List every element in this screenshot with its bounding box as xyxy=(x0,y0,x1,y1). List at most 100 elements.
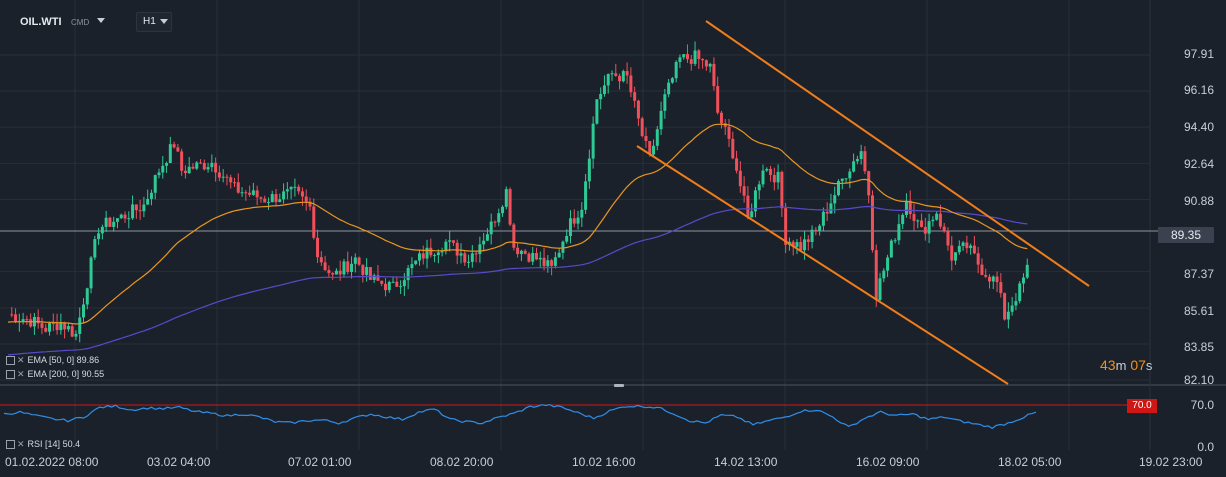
candle-body xyxy=(399,286,403,288)
ema200-legend[interactable]: ✕ EMA [200, 0] 90.55 xyxy=(6,369,104,380)
candle-body xyxy=(255,190,259,198)
candle-body xyxy=(799,242,803,251)
candle-body xyxy=(535,252,538,260)
chart-header: OIL.WTI CMD H1 xyxy=(0,0,1226,40)
current-price-tag: 89.35 xyxy=(1158,227,1214,243)
candle-body xyxy=(459,253,463,256)
close-icon[interactable]: ✕ xyxy=(17,355,25,365)
candle-body xyxy=(225,176,229,178)
candle-body xyxy=(138,210,142,212)
candle-body xyxy=(474,253,478,255)
candle-body xyxy=(131,204,135,219)
candle-body xyxy=(837,181,840,196)
time-label: 10.02 16:00 xyxy=(572,455,636,469)
candle-body xyxy=(584,181,588,210)
settings-icon[interactable] xyxy=(6,356,15,366)
candle-body xyxy=(723,123,727,127)
symbol-name[interactable]: OIL.WTI xyxy=(20,16,62,28)
candle-body xyxy=(621,71,625,82)
candle-body xyxy=(719,112,723,124)
candle-body xyxy=(421,253,425,259)
ema200-line xyxy=(7,205,1028,356)
candle-body xyxy=(659,110,663,130)
candle-body xyxy=(489,221,493,235)
candle-body xyxy=(904,200,908,215)
price-label: 90.88 xyxy=(1183,194,1214,208)
candle-body xyxy=(323,262,327,271)
candle-body xyxy=(776,171,780,183)
candle-body xyxy=(134,204,138,211)
ema50-line xyxy=(7,123,1028,325)
candle-body xyxy=(531,252,535,262)
candle-body xyxy=(119,214,123,219)
candle-body xyxy=(803,239,807,251)
candle-body xyxy=(916,220,920,222)
candle-body xyxy=(886,257,890,271)
ema200-label: EMA [200, 0] xyxy=(27,369,80,379)
candle-body xyxy=(108,217,112,227)
candle-body xyxy=(999,282,1003,294)
candle-body xyxy=(716,86,720,113)
candle-body xyxy=(248,192,252,195)
candle-body xyxy=(769,168,773,176)
candle-body xyxy=(772,175,776,183)
candle-body xyxy=(931,219,935,222)
time-label: 14.02 13:00 xyxy=(714,455,778,469)
ema50-legend[interactable]: ✕ EMA [50, 0] 89.86 xyxy=(6,355,99,366)
candle-body xyxy=(508,189,512,225)
candle-body xyxy=(112,221,116,227)
settings-icon[interactable] xyxy=(6,370,15,380)
candle-body xyxy=(954,252,958,261)
time-label: 03.02 04:00 xyxy=(147,455,211,469)
candle-body xyxy=(867,171,871,196)
candle-body xyxy=(652,145,656,155)
pane-resize-handle[interactable] xyxy=(614,384,624,387)
rsi-legend[interactable]: ✕ RSI [14] 50.4 xyxy=(6,439,80,450)
settings-icon[interactable] xyxy=(6,440,15,450)
close-icon[interactable]: ✕ xyxy=(17,439,25,449)
candle-body xyxy=(285,189,289,192)
candle-body xyxy=(670,78,674,83)
candle-body xyxy=(451,240,455,243)
candle-body xyxy=(542,257,546,267)
candle-body xyxy=(270,194,274,203)
price-label: 85.61 xyxy=(1183,304,1214,318)
candle-body xyxy=(493,221,497,223)
candle-body xyxy=(738,170,742,187)
candle-body xyxy=(655,129,659,146)
candle-body xyxy=(682,54,686,58)
timeframe-selector[interactable]: H1 xyxy=(136,12,172,32)
candle-body xyxy=(168,144,172,164)
candle-body xyxy=(149,192,153,199)
candle-body xyxy=(82,304,85,318)
candle-body xyxy=(123,214,127,219)
candle-body xyxy=(221,176,225,178)
candle-body xyxy=(214,162,218,173)
close-icon[interactable]: ✕ xyxy=(17,369,25,379)
symbol-type[interactable]: CMD xyxy=(71,18,90,27)
candle-body xyxy=(568,218,572,237)
candle-body xyxy=(1003,293,1007,320)
candle-body xyxy=(402,280,406,287)
time-label: 07.02 01:00 xyxy=(288,455,352,469)
candle-body xyxy=(274,194,278,203)
candle-body xyxy=(965,242,969,249)
candle-body xyxy=(172,144,176,148)
candle-body xyxy=(561,241,565,253)
candle-body xyxy=(266,202,270,204)
candle-body xyxy=(976,253,980,265)
candle-body xyxy=(1006,311,1010,320)
candle-body xyxy=(810,229,814,242)
chevron-down-icon xyxy=(160,19,168,24)
candle-body xyxy=(282,191,286,200)
candle-body xyxy=(606,74,610,86)
candle-body xyxy=(636,100,640,119)
chevron-down-icon[interactable] xyxy=(97,18,105,23)
candle-body xyxy=(127,218,131,220)
candle-body xyxy=(25,319,29,321)
candle-body xyxy=(712,63,716,87)
price-label: 87.37 xyxy=(1183,267,1214,281)
candle-body xyxy=(89,257,93,289)
candle-body xyxy=(882,270,886,279)
